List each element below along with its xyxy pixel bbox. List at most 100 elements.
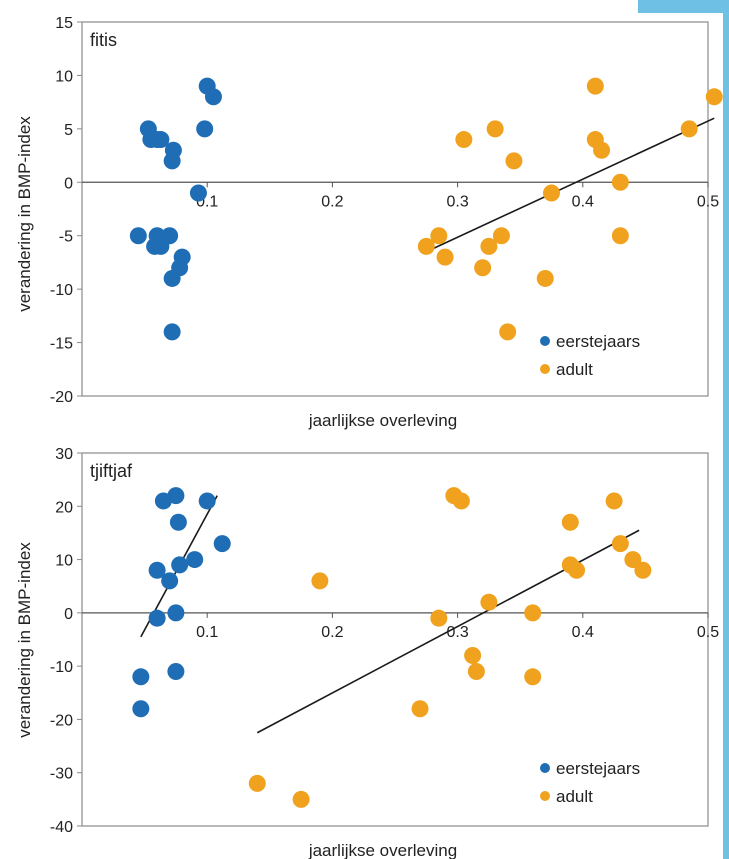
data-point-adult bbox=[464, 646, 482, 664]
data-point-adult bbox=[455, 131, 473, 149]
y-tick-label: -30 bbox=[50, 766, 73, 783]
data-point-eerstejaars bbox=[189, 184, 207, 202]
data-point-eerstejaars bbox=[167, 604, 185, 622]
y-axis-title: verandering in BMP-index bbox=[15, 542, 34, 738]
y-tick-label: 20 bbox=[55, 499, 73, 516]
legend-label-adult: adult bbox=[556, 787, 593, 806]
x-tick-label: 0.2 bbox=[321, 193, 343, 210]
data-point-adult bbox=[634, 561, 652, 579]
data-point-adult bbox=[536, 269, 554, 287]
data-point-eerstejaars bbox=[186, 551, 204, 569]
data-point-adult bbox=[436, 248, 454, 266]
y-tick-label: 15 bbox=[55, 15, 73, 32]
y-tick-label: -10 bbox=[50, 282, 73, 299]
legend-label-eerstejaars: eerstejaars bbox=[556, 332, 640, 351]
data-point-adult bbox=[624, 551, 642, 569]
data-point-adult bbox=[524, 668, 542, 686]
y-tick-label: -5 bbox=[59, 229, 73, 246]
data-point-adult bbox=[248, 774, 266, 792]
data-point-adult bbox=[705, 88, 723, 106]
data-point-adult bbox=[492, 227, 510, 245]
y-tick-label: 10 bbox=[55, 553, 73, 570]
panel-label: fitis bbox=[90, 30, 117, 50]
data-point-eerstejaars bbox=[163, 323, 181, 341]
data-point-adult bbox=[486, 120, 504, 138]
trendline-adult bbox=[425, 117, 715, 253]
data-point-eerstejaars bbox=[167, 487, 185, 505]
x-tick-label: 0.4 bbox=[572, 624, 594, 641]
data-point-adult bbox=[593, 141, 611, 159]
y-tick-label: -15 bbox=[50, 336, 73, 353]
data-point-eerstejaars bbox=[132, 700, 150, 718]
data-point-adult bbox=[605, 492, 623, 510]
x-tick-label: 0.2 bbox=[321, 624, 343, 641]
y-tick-label: -20 bbox=[50, 389, 73, 406]
data-point-adult bbox=[292, 790, 310, 808]
y-tick-label: 0 bbox=[64, 175, 73, 192]
data-point-adult bbox=[543, 184, 560, 202]
data-point-adult bbox=[430, 609, 448, 627]
accent-bar-top bbox=[638, 0, 729, 13]
data-point-adult bbox=[417, 237, 435, 255]
data-point-eerstejaars bbox=[148, 561, 166, 579]
data-point-eerstejaars bbox=[129, 227, 147, 245]
data-point-adult bbox=[467, 662, 485, 680]
data-point-adult bbox=[474, 259, 492, 277]
y-tick-label: 30 bbox=[55, 446, 73, 463]
x-axis-title: jaarlijkse overleving bbox=[308, 841, 457, 859]
x-tick-label: 0.1 bbox=[196, 624, 218, 641]
legend-label-eerstejaars: eerstejaars bbox=[556, 759, 640, 778]
data-point-adult bbox=[524, 604, 542, 622]
legend-marker-adult bbox=[540, 791, 550, 801]
data-point-eerstejaars bbox=[161, 572, 179, 590]
data-point-eerstejaars bbox=[171, 556, 189, 574]
data-point-eerstejaars bbox=[161, 227, 179, 245]
legend-label-adult: adult bbox=[556, 360, 593, 379]
data-point-eerstejaars bbox=[196, 120, 214, 138]
x-axis-title: jaarlijkse overleving bbox=[308, 411, 457, 430]
plot-frame bbox=[81, 21, 709, 397]
y-tick-label: -40 bbox=[50, 819, 73, 836]
y-tick-label: 0 bbox=[64, 606, 73, 623]
accent-bar-side bbox=[723, 0, 729, 859]
data-point-eerstejaars bbox=[132, 668, 150, 686]
data-point-adult bbox=[680, 120, 698, 138]
y-tick-label: -20 bbox=[50, 712, 73, 729]
data-point-eerstejaars bbox=[152, 131, 170, 149]
data-point-eerstejaars bbox=[163, 152, 181, 170]
data-point-adult bbox=[568, 561, 586, 579]
data-point-adult bbox=[611, 227, 629, 245]
data-point-adult bbox=[611, 173, 629, 191]
y-tick-label: -10 bbox=[50, 659, 73, 676]
x-tick-label: 0.5 bbox=[697, 193, 719, 210]
y-axis-title: verandering in BMP-index bbox=[15, 116, 34, 312]
data-point-eerstejaars bbox=[148, 609, 166, 627]
data-point-adult bbox=[505, 152, 523, 170]
data-point-adult bbox=[561, 513, 579, 531]
legend-marker-eerstejaars bbox=[540, 336, 550, 346]
data-point-eerstejaars bbox=[213, 535, 231, 553]
x-tick-label: 0.5 bbox=[697, 624, 719, 641]
data-point-adult bbox=[586, 77, 604, 95]
data-point-eerstejaars bbox=[163, 269, 181, 287]
data-point-eerstejaars bbox=[169, 513, 187, 531]
y-tick-label: 5 bbox=[64, 122, 73, 139]
legend-marker-eerstejaars bbox=[540, 763, 550, 773]
data-point-adult bbox=[311, 572, 329, 590]
panel-label: tjiftjaf bbox=[90, 461, 133, 481]
y-tick-label: 10 bbox=[55, 68, 73, 85]
data-point-eerstejaars bbox=[204, 88, 222, 106]
data-point-adult bbox=[480, 593, 498, 611]
data-point-adult bbox=[480, 237, 498, 255]
data-point-adult bbox=[611, 535, 629, 553]
data-point-eerstejaars bbox=[167, 662, 185, 680]
x-tick-label: 0.4 bbox=[572, 193, 594, 210]
plot-frame bbox=[81, 452, 709, 827]
legend-marker-adult bbox=[540, 364, 550, 374]
x-tick-label: 0.3 bbox=[446, 624, 468, 641]
data-point-adult bbox=[411, 700, 429, 718]
data-point-adult bbox=[430, 227, 448, 245]
chart-panel-tjiftjaf: 30 20 10 0 -10 -20 -30 -40 0.1 0.2 0.3 0.4 0.5 tjiftj… bbox=[15, 446, 719, 859]
